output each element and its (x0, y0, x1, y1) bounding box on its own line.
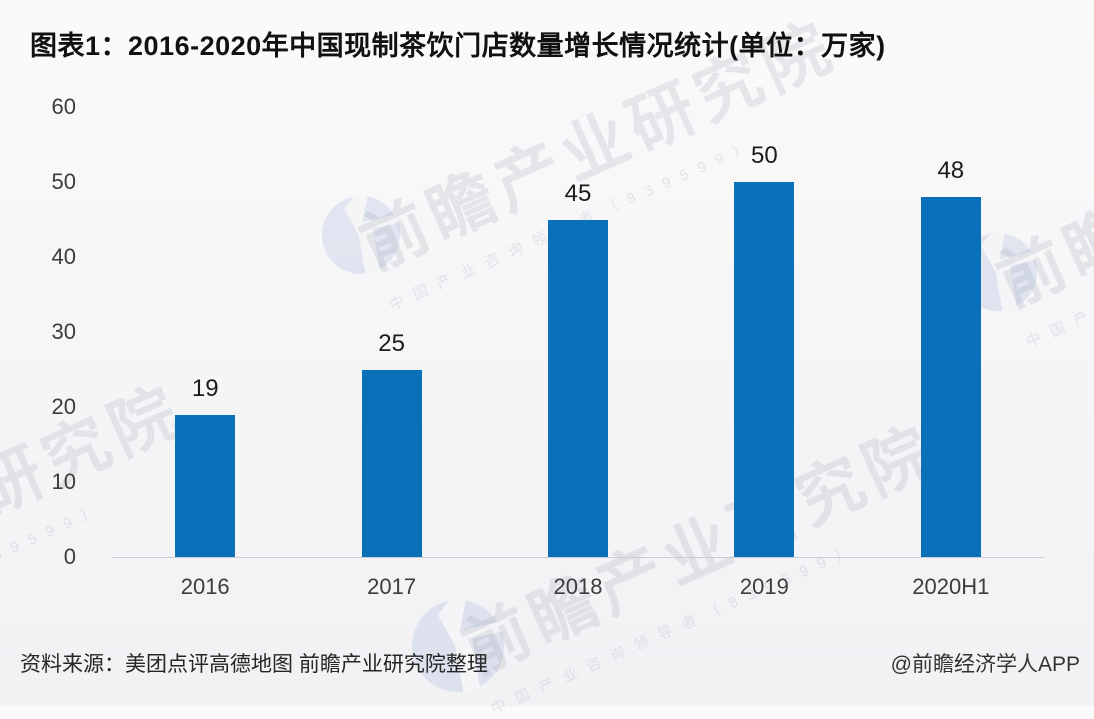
bar-2017 (361, 369, 422, 557)
bar-2016 (175, 414, 236, 557)
bar-group-2016: 19 2016 (112, 107, 298, 599)
x-axis-label: 2020H1 (912, 574, 990, 599)
x-axis-label: 2017 (367, 574, 417, 599)
y-axis-tick-label: 50 (51, 169, 76, 194)
credit-note: @前瞻经济学人APP (890, 653, 1080, 676)
bar-value-label: 19 (191, 374, 219, 402)
bar-2020H1 (920, 197, 981, 557)
y-axis-tick-label: 0 (63, 544, 76, 569)
x-axis-label: 2018 (553, 574, 603, 599)
y-axis-tick-label: 30 (51, 319, 76, 344)
bar-value-label: 25 (378, 329, 405, 357)
bar-chart: 0 10 20 30 40 50 60 19 2016 25 2017 45 2018 50 2019 48 2… (52, 94, 1044, 600)
y-axis-tick-label: 60 (51, 94, 76, 119)
bar-group-2017: 25 2017 (298, 107, 484, 599)
x-axis-label: 2016 (180, 574, 230, 599)
data-source-note: 资料来源：美团点评高德地图 前瞻产业研究院整理 (20, 653, 488, 676)
qianzhan-logo-icon (412, 600, 504, 692)
chart-title: 图表1：2016-2020年中国现制茶饮门店数量增长情况统计(单位：万家) (30, 31, 886, 61)
bar-2018 (547, 219, 608, 557)
bar-group-2020H1: 48 2020H1 (858, 107, 1044, 600)
y-axis-tick-label: 40 (51, 244, 76, 269)
bar-value-label: 45 (564, 179, 592, 207)
y-axis-tick-label: 20 (51, 394, 76, 419)
bar-group-2019: 50 2019 (671, 107, 857, 599)
x-axis-label: 2019 (739, 574, 789, 599)
y-axis-tick-label: 10 (51, 469, 76, 494)
bar-value-label: 50 (751, 142, 778, 169)
bar-value-label: 48 (937, 157, 965, 184)
bar-2019 (734, 182, 795, 557)
bar-group-2018: 45 2018 (485, 107, 671, 599)
